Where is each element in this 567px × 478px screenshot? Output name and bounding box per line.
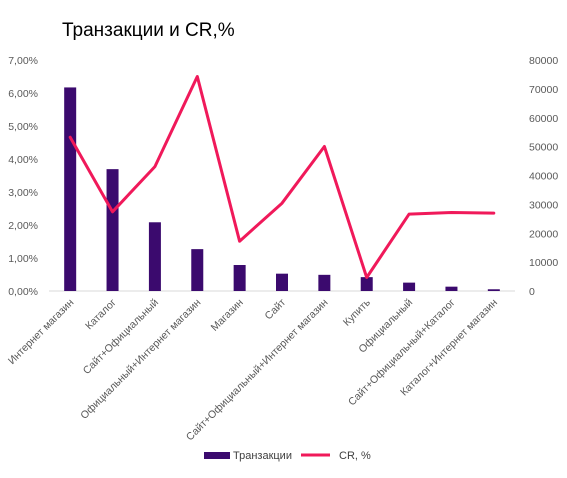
category-label: Интернет магазин	[6, 296, 77, 367]
left-axis-tick: 4,00%	[8, 154, 38, 166]
bar-transactions	[487, 289, 500, 291]
right-axis-tick: 70000	[529, 84, 558, 96]
category-label: Сайт+Официальный	[81, 297, 161, 377]
legend: Транзакции CR, %	[204, 450, 371, 462]
right-axis-tick: 40000	[529, 171, 558, 183]
bar-transactions	[191, 249, 204, 291]
left-axis-tick: 2,00%	[8, 220, 38, 232]
cr-line	[68, 75, 496, 279]
category-label: Магазин	[209, 297, 246, 334]
legend-swatch-transactions	[204, 452, 230, 459]
bar-transactions	[360, 277, 373, 291]
bar-transactions	[318, 274, 331, 291]
legend-label-cr: CR, %	[339, 450, 371, 462]
bar-transactions	[64, 87, 77, 292]
bar-transactions	[445, 286, 458, 291]
left-axis-tick: 6,00%	[8, 88, 38, 100]
legend-label-transactions: Транзакции	[233, 450, 292, 462]
bar-transactions	[148, 222, 161, 291]
category-label: Купить	[341, 296, 373, 328]
category-label: Сайт	[263, 297, 289, 323]
left-axis-tick: 1,00%	[8, 253, 38, 265]
bar-transactions	[276, 273, 288, 291]
left-axis-tick: 5,00%	[8, 121, 38, 133]
left-axis-tick: 0,00%	[8, 286, 38, 298]
category-label: Сайт+Официальный+Интернет магазин	[184, 296, 331, 443]
right-axis-tick: 30000	[529, 199, 558, 211]
left-axis: 0,00% 1,00% 2,00% 3,00% 4,00% 5,00% 6,00% 7,00%	[8, 55, 38, 298]
category-label: Каталог	[83, 297, 119, 333]
left-axis-tick: 3,00%	[8, 187, 38, 199]
bar-transactions	[403, 282, 416, 291]
bar-series	[64, 87, 500, 292]
chart-title: Транзакции и CR,%	[62, 20, 235, 41]
category-labels: Интернет магазин КаталогСайт+ОфициальныйО…	[6, 296, 500, 443]
right-axis-tick: 60000	[529, 113, 558, 125]
bar-transactions	[233, 265, 246, 291]
right-axis-tick: 20000	[529, 228, 558, 240]
right-axis-tick: 80000	[529, 55, 558, 67]
bar-transactions	[106, 169, 119, 291]
right-axis-tick: 0	[529, 286, 535, 298]
left-axis-tick: 7,00%	[8, 55, 38, 67]
right-axis-tick: 10000	[529, 257, 558, 269]
right-axis: 0 10000 20000 30000 40000 50000 60000 70000 8000…	[529, 55, 558, 298]
right-axis-tick: 50000	[529, 142, 558, 154]
